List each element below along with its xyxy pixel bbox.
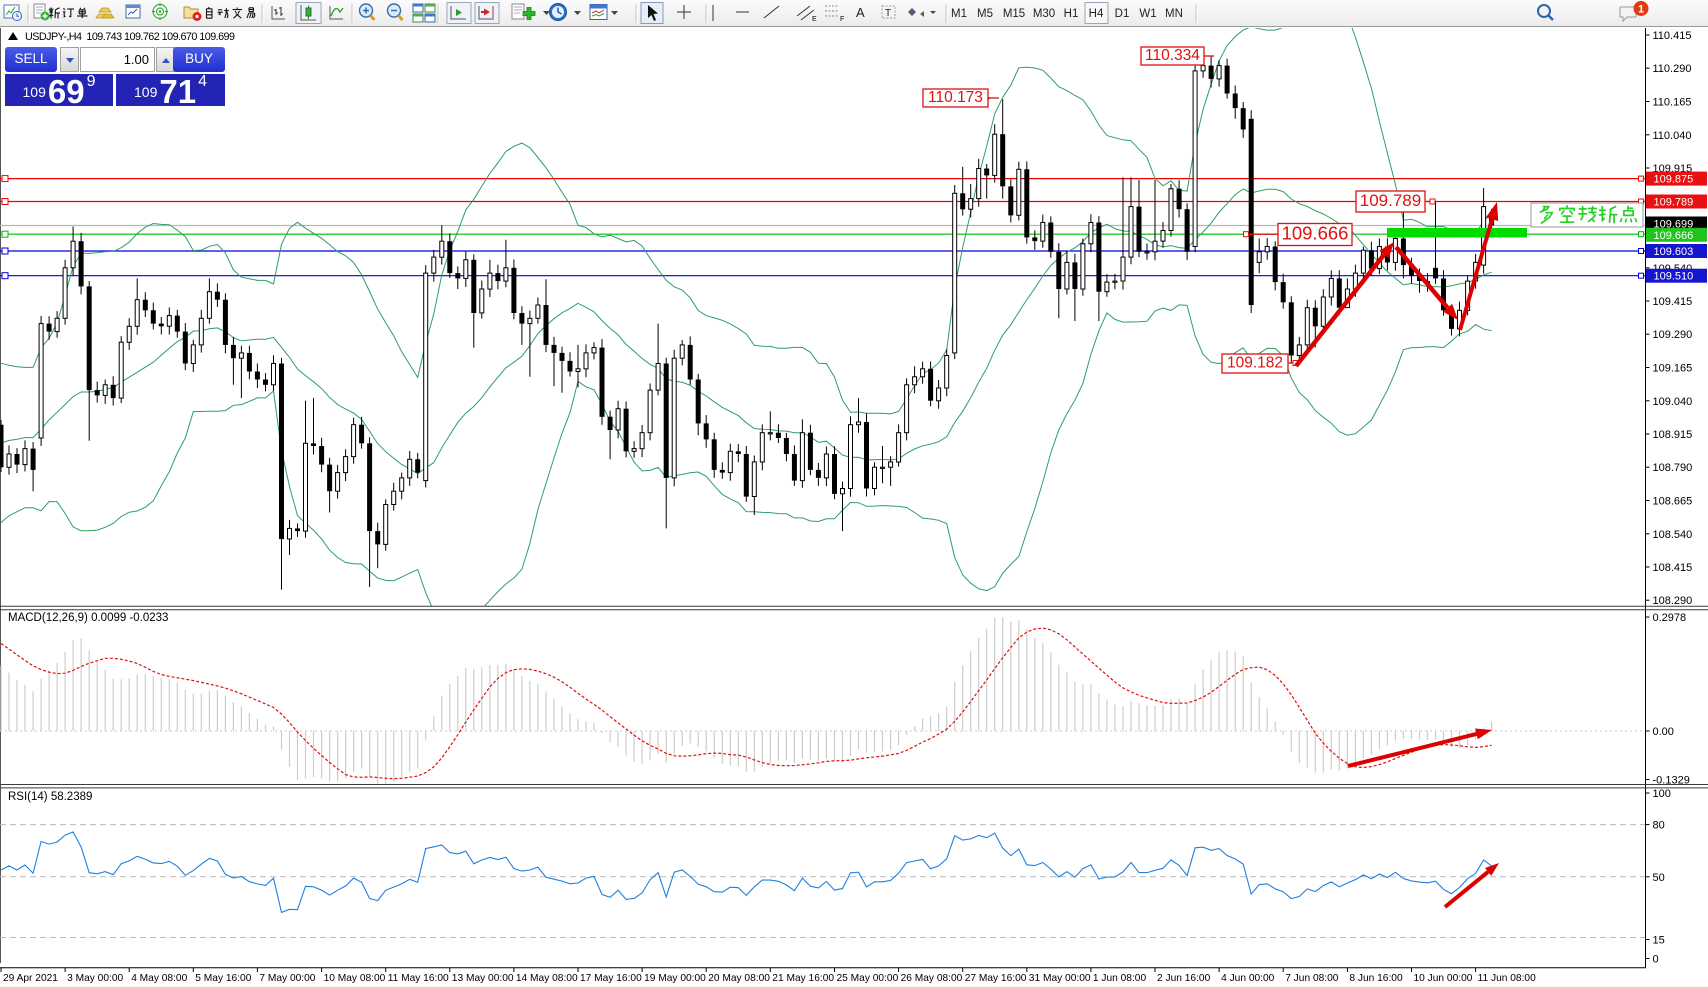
- svg-text:2 Jun 16:00: 2 Jun 16:00: [1157, 973, 1211, 984]
- svg-text:13 May 00:00: 13 May 00:00: [452, 973, 514, 984]
- svg-text:H4: H4: [1089, 8, 1104, 20]
- svg-text:7 Jun 08:00: 7 Jun 08:00: [1285, 973, 1339, 984]
- svg-text:W1: W1: [1139, 8, 1156, 20]
- svg-text:17 May 16:00: 17 May 16:00: [580, 973, 642, 984]
- svg-text:109.789: 109.789: [1654, 197, 1694, 209]
- svg-text:108.540: 108.540: [1653, 529, 1693, 541]
- svg-text:0: 0: [1653, 954, 1659, 966]
- svg-text:11 May 16:00: 11 May 16:00: [388, 973, 449, 984]
- svg-text:109.040: 109.040: [1653, 396, 1693, 408]
- svg-text:4 May 08:00: 4 May 08:00: [131, 973, 187, 984]
- svg-text:F: F: [840, 16, 844, 23]
- svg-text:1 Jun 08:00: 1 Jun 08:00: [1093, 973, 1147, 984]
- svg-text:26 May 08:00: 26 May 08:00: [901, 973, 963, 984]
- svg-text:109.875: 109.875: [1654, 174, 1694, 186]
- svg-text:RSI(14) 58.2389: RSI(14) 58.2389: [8, 791, 92, 803]
- svg-text:D1: D1: [1115, 8, 1130, 20]
- svg-text:4 Jun 00:00: 4 Jun 00:00: [1221, 973, 1275, 984]
- svg-text:M15: M15: [1003, 8, 1025, 20]
- svg-text:109.415: 109.415: [1653, 296, 1693, 308]
- svg-text:E: E: [812, 16, 817, 23]
- svg-text:109.699: 109.699: [1654, 219, 1694, 231]
- svg-text:M30: M30: [1033, 8, 1055, 20]
- svg-text:110.334: 110.334: [1145, 47, 1200, 64]
- svg-text:H1: H1: [1064, 8, 1079, 20]
- svg-text:0.00: 0.00: [1653, 726, 1674, 738]
- svg-text:21 May 16:00: 21 May 16:00: [772, 973, 834, 984]
- svg-text:108.665: 108.665: [1653, 496, 1693, 508]
- svg-text:20 May 08:00: 20 May 08:00: [708, 973, 770, 984]
- svg-text:M5: M5: [977, 8, 993, 20]
- svg-text:15: 15: [1653, 935, 1665, 947]
- svg-text:110.040: 110.040: [1653, 130, 1692, 142]
- svg-text:108.915: 108.915: [1653, 429, 1693, 441]
- svg-text:100: 100: [1653, 788, 1671, 800]
- svg-text:T: T: [885, 8, 891, 19]
- svg-text:109.666: 109.666: [1654, 230, 1694, 242]
- svg-text:10 May 08:00: 10 May 08:00: [324, 973, 386, 984]
- svg-text:3 May 00:00: 3 May 00:00: [67, 973, 123, 984]
- svg-text:109.510: 109.510: [1654, 271, 1694, 283]
- svg-text:M1: M1: [951, 8, 967, 20]
- svg-text:25 May 00:00: 25 May 00:00: [837, 973, 899, 984]
- svg-text:109.603: 109.603: [1654, 246, 1694, 258]
- svg-text:109.182: 109.182: [1227, 355, 1283, 372]
- svg-text:110.415: 110.415: [1653, 30, 1692, 42]
- svg-text:31 May 00:00: 31 May 00:00: [1029, 973, 1091, 984]
- svg-text:11 Jun 08:00: 11 Jun 08:00: [1478, 973, 1536, 984]
- svg-text:50: 50: [1653, 872, 1665, 884]
- svg-text:109.666: 109.666: [1282, 222, 1349, 243]
- svg-text:109.789: 109.789: [1360, 191, 1421, 210]
- svg-text:110.165: 110.165: [1653, 97, 1692, 109]
- svg-text:0.2978: 0.2978: [1653, 612, 1687, 624]
- svg-text:-0.1329: -0.1329: [1653, 775, 1690, 787]
- svg-text:108.790: 108.790: [1653, 462, 1693, 474]
- svg-text:108.290: 108.290: [1653, 595, 1693, 607]
- svg-text:109.165: 109.165: [1653, 363, 1693, 375]
- svg-text:5 May 16:00: 5 May 16:00: [195, 973, 251, 984]
- svg-text:108.415: 108.415: [1653, 562, 1693, 574]
- svg-text:1: 1: [1638, 4, 1644, 16]
- svg-text:MN: MN: [1165, 8, 1183, 20]
- svg-text:14 May 08:00: 14 May 08:00: [516, 973, 578, 984]
- svg-text:19 May 00:00: 19 May 00:00: [644, 973, 706, 984]
- svg-text:80: 80: [1653, 820, 1665, 832]
- svg-text:109.290: 109.290: [1653, 329, 1693, 341]
- svg-text:7 May 00:00: 7 May 00:00: [259, 973, 315, 984]
- svg-text:110.173: 110.173: [928, 89, 983, 106]
- svg-text:27 May 16:00: 27 May 16:00: [965, 973, 1027, 984]
- svg-text:A: A: [856, 5, 865, 20]
- svg-text:110.290: 110.290: [1653, 63, 1692, 75]
- svg-text:10 Jun 00:00: 10 Jun 00:00: [1414, 973, 1473, 984]
- svg-text:29 Apr 2021: 29 Apr 2021: [3, 973, 58, 984]
- svg-text:MACD(12,26,9) 0.0099 -0.0233: MACD(12,26,9) 0.0099 -0.0233: [8, 612, 168, 624]
- svg-text:8 Jun 16:00: 8 Jun 16:00: [1349, 973, 1403, 984]
